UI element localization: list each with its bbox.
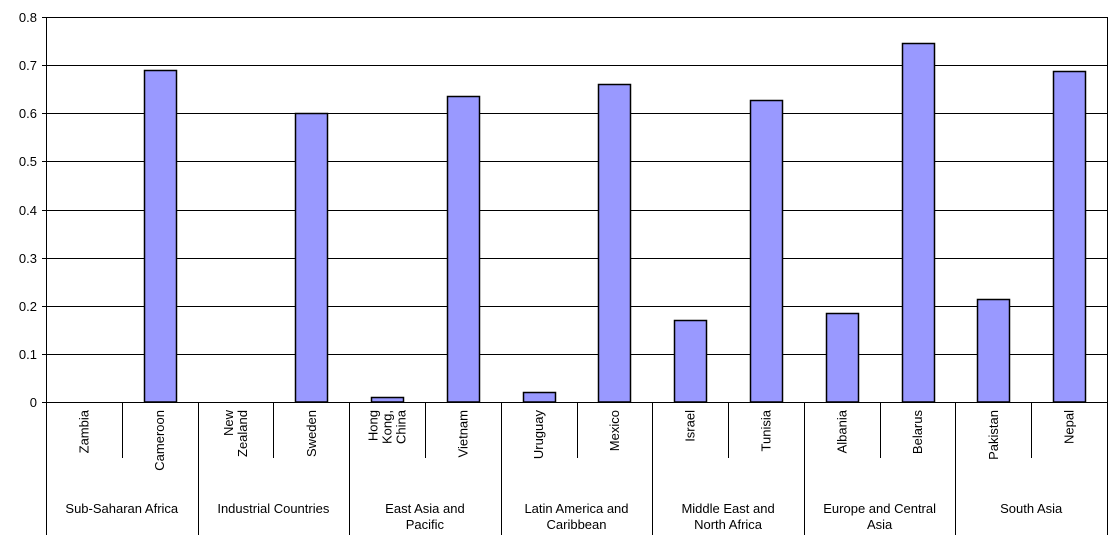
category-label: New xyxy=(221,409,236,436)
category-label: Vietnam xyxy=(455,410,470,457)
bar-tunisia xyxy=(749,99,784,403)
group-label: Sub-Saharan Africa xyxy=(65,501,179,516)
group-label: Pacific xyxy=(406,517,445,532)
bar-albania xyxy=(825,312,860,403)
group-label: Industrial Countries xyxy=(217,501,329,516)
category-label: Zealand xyxy=(235,410,250,457)
bar-pakistan xyxy=(976,298,1011,403)
category-label: Zambia xyxy=(76,409,91,453)
y-tick-label: 0.7 xyxy=(19,58,37,73)
y-tick-label: 0.1 xyxy=(19,347,37,362)
category-label: Sweden xyxy=(304,410,319,457)
y-tick-label: 0.2 xyxy=(19,299,37,314)
bar-nepal xyxy=(1052,70,1087,403)
y-tick-label: 0.4 xyxy=(19,203,37,218)
bar-uruguay xyxy=(522,391,557,403)
bar-cameroon xyxy=(143,69,178,403)
bar-belarus xyxy=(901,42,936,403)
category-label: Nepal xyxy=(1062,410,1077,444)
y-tick-label: 0.6 xyxy=(19,106,37,121)
category-label: Tunisia xyxy=(758,409,773,451)
y-tick-label: 0.5 xyxy=(19,154,37,169)
group-label: Middle East and xyxy=(681,501,774,516)
category-label: China xyxy=(394,409,409,444)
category-label: Pakistan xyxy=(986,410,1001,460)
group-label: Caribbean xyxy=(547,517,607,532)
category-label: Albania xyxy=(834,409,849,453)
bar-hong-kong-china xyxy=(370,396,405,403)
bar-vietnam xyxy=(446,95,481,403)
group-label: East Asia and xyxy=(385,501,465,516)
category-label: Mexico xyxy=(607,410,622,451)
category-label: Belarus xyxy=(910,410,925,455)
group-label: Latin America and xyxy=(524,501,628,516)
group-label: Europe and Central xyxy=(823,501,936,516)
y-tick-label: 0.8 xyxy=(19,10,37,25)
group-label: South Asia xyxy=(1000,501,1063,516)
bar-mexico xyxy=(597,83,632,403)
category-label: Hong xyxy=(366,410,381,441)
y-tick-label: 0 xyxy=(30,395,37,410)
group-label: Asia xyxy=(867,517,893,532)
category-label: Israel xyxy=(683,410,698,442)
y-tick-label: 0.3 xyxy=(19,251,37,266)
category-label: Kong, xyxy=(380,410,395,444)
category-label: Uruguay xyxy=(531,410,546,460)
group-label: North Africa xyxy=(694,517,763,532)
bar-sweden xyxy=(294,112,329,403)
bar-israel xyxy=(673,319,708,403)
category-label: Cameroon xyxy=(152,410,167,471)
